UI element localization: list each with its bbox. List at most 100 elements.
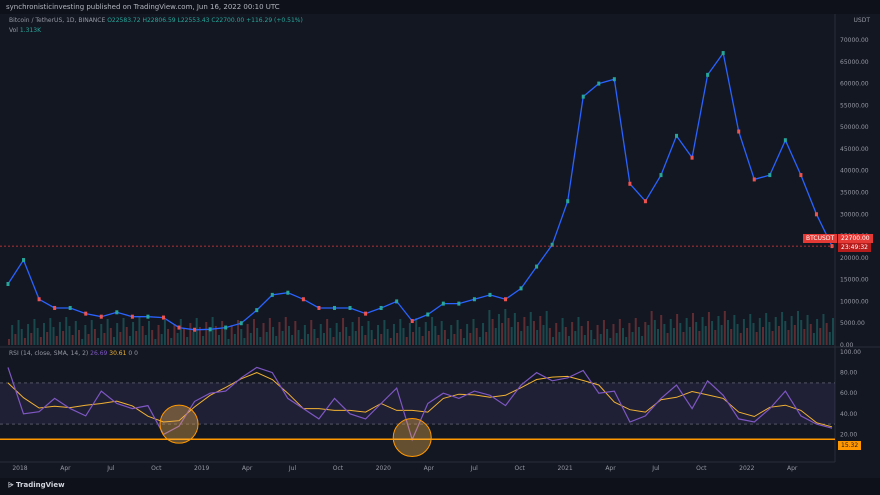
volume-bar <box>510 327 513 345</box>
x-axis-label: Oct <box>151 465 162 472</box>
volume-bar <box>141 326 144 345</box>
volume-bar <box>574 331 577 345</box>
price-candle <box>472 297 476 302</box>
price-candle <box>301 297 305 302</box>
volume-bar <box>252 319 255 345</box>
volume-bar <box>488 310 491 345</box>
volume-bar <box>478 337 481 345</box>
volume-bar <box>259 337 262 345</box>
volume-bar <box>529 312 532 345</box>
volume-bar <box>20 329 23 345</box>
x-axis-label: Jul <box>651 465 660 472</box>
volume-bar <box>628 323 631 345</box>
volume-bar <box>548 328 551 345</box>
volume-bar <box>685 318 688 345</box>
volume-bar <box>240 329 243 345</box>
volume-bar <box>828 332 831 345</box>
price-candle <box>706 72 710 77</box>
volume-bar <box>777 326 780 345</box>
volume-bar <box>587 321 590 345</box>
volume-bar <box>660 315 663 345</box>
volume-bar <box>106 319 109 345</box>
volume-bar <box>195 318 198 345</box>
volume-bar <box>752 323 755 345</box>
volume-bar <box>307 334 310 345</box>
rsi-value: 26.69 <box>90 350 108 357</box>
volume-bar <box>517 322 520 345</box>
price-candle <box>37 297 41 302</box>
countdown-tag: 23:49:32 <box>838 243 871 252</box>
volume-bar <box>704 326 707 345</box>
volume-bar <box>198 327 201 345</box>
volume-bar <box>364 335 367 345</box>
volume-bar <box>641 336 644 345</box>
volume-bar <box>501 323 504 345</box>
volume-bar <box>701 317 704 345</box>
volume-bar <box>688 327 691 345</box>
price-candle <box>566 199 570 204</box>
volume-bar <box>316 338 319 345</box>
currency-label: USDT <box>853 17 871 24</box>
volume-bar <box>532 321 535 345</box>
volume-bar <box>727 320 730 345</box>
volume-bar <box>68 326 71 345</box>
volume-bar <box>138 317 141 345</box>
volume-bar <box>389 338 392 345</box>
x-axis-label: Apr <box>605 465 616 472</box>
volume-bar <box>459 329 462 345</box>
volume-bar <box>160 334 163 345</box>
price-candle <box>239 321 243 326</box>
volume-bar <box>602 320 605 345</box>
volume-bar <box>119 332 122 345</box>
volume-bar <box>224 330 227 345</box>
price-candle <box>84 311 88 316</box>
volume-bar <box>173 324 176 345</box>
volume-bar <box>567 336 570 345</box>
volume-bar <box>278 322 281 345</box>
tradingview-logo[interactable]: ⩥ TradingView <box>8 481 65 490</box>
volume-bar <box>787 330 790 345</box>
volume-bar <box>762 327 765 345</box>
rsi-band <box>0 382 835 425</box>
volume-bar <box>771 331 774 345</box>
volume-bar <box>418 327 421 345</box>
price-candle <box>612 77 616 82</box>
volume-bar <box>230 325 233 345</box>
volume-bar <box>733 315 736 345</box>
volume-bar <box>482 323 485 345</box>
volume-bar <box>65 317 68 345</box>
volume-bar <box>507 318 510 345</box>
volume-bar <box>720 325 723 345</box>
volume-bar <box>577 317 580 345</box>
price-candle <box>270 292 274 297</box>
price-candle <box>130 314 134 319</box>
volume-bar <box>723 311 726 345</box>
volume-bar <box>421 336 424 345</box>
rsi-label: RSI (14, close, SMA, 14, 2) <box>9 350 89 357</box>
volume-bar <box>112 337 115 345</box>
volume-bar <box>154 339 157 345</box>
volume-bar <box>100 324 103 345</box>
price-candle <box>68 305 72 310</box>
volume-bar <box>450 325 453 345</box>
price-candle <box>379 305 383 310</box>
volume-bar <box>313 329 316 345</box>
volume-bar <box>167 329 170 345</box>
price-candle <box>255 308 259 313</box>
volume-bar <box>329 328 332 345</box>
volume-bar <box>97 338 100 345</box>
price-candle <box>332 305 336 310</box>
volume-bar <box>214 326 217 345</box>
volume-bar <box>326 319 329 345</box>
volume-bar <box>631 332 634 345</box>
price-candle <box>628 181 632 186</box>
volume-bar <box>84 325 87 345</box>
price-candle <box>161 315 165 320</box>
volume-bar <box>367 321 370 345</box>
volume-bar <box>202 336 205 345</box>
volume-bar <box>342 318 345 345</box>
price-candle <box>581 94 585 99</box>
volume-bar <box>249 333 252 345</box>
